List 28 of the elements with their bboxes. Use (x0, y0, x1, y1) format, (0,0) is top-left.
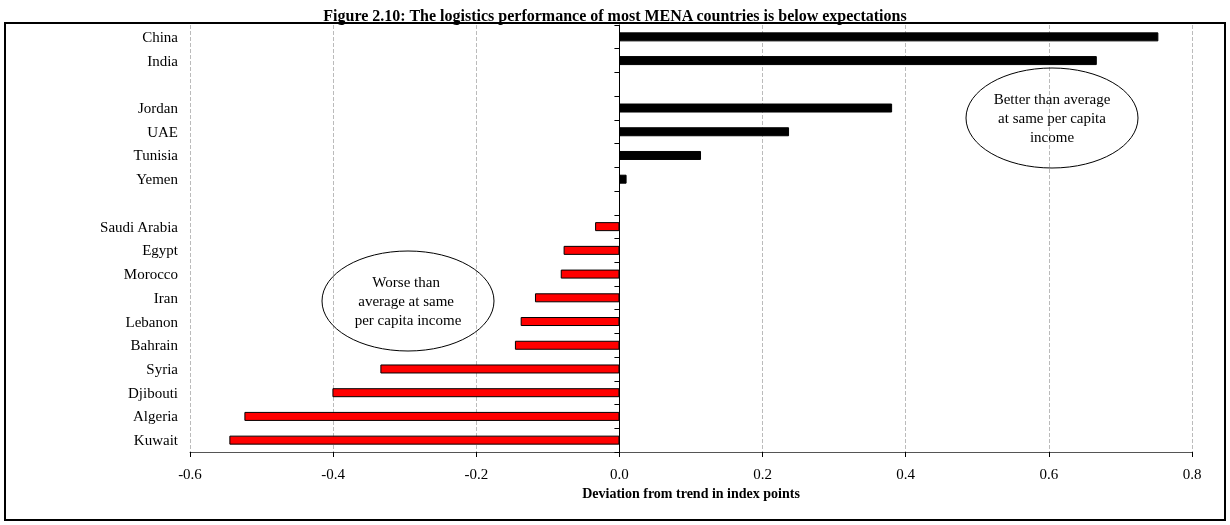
y-tick-label: Syria (146, 360, 179, 377)
chart-title: Figure 2.10: The logistics performance of most MENA countries is below expectations (323, 6, 907, 25)
x-tick-label: 0.2 (753, 465, 772, 482)
y-tick-label: Bahrain (130, 337, 179, 354)
y-tick-label: Lebanon (125, 313, 179, 330)
y-tick-label: UAE (147, 123, 178, 140)
y-tick-label: Jordan (138, 100, 179, 117)
y-tick-label: Morocco (123, 266, 178, 283)
x-tick-label: -0.2 (464, 465, 489, 482)
x-tick-label: 0.8 (1182, 465, 1202, 482)
annotation: Worse than average at same per capita income (354, 274, 462, 328)
y-tick-label: Yemen (136, 171, 179, 188)
x-tick-label: 0.6 (1039, 465, 1059, 482)
x-tick-label: -0.4 (321, 465, 346, 482)
y-tick-label: India (147, 52, 179, 69)
y-tick-label: Egypt (142, 242, 179, 259)
y-tick-label: Algeria (133, 408, 179, 425)
x-tick-label: 0.4 (896, 465, 916, 482)
x-axis-title: Deviation from trend in index points (582, 485, 801, 501)
y-tick-label: Iran (153, 289, 179, 306)
y-tick-label: Kuwait (133, 432, 179, 449)
x-tick-label: -0.6 (178, 465, 203, 482)
x-tick-label: 0.0 (610, 465, 629, 482)
y-tick-label: Tunisia (133, 147, 179, 164)
y-tick-label: Djibouti (127, 384, 178, 401)
annotation: Better than average at same per capita income (993, 91, 1111, 145)
y-tick-label: Saudi Arabia (100, 218, 179, 235)
y-tick-label: China (142, 28, 179, 45)
